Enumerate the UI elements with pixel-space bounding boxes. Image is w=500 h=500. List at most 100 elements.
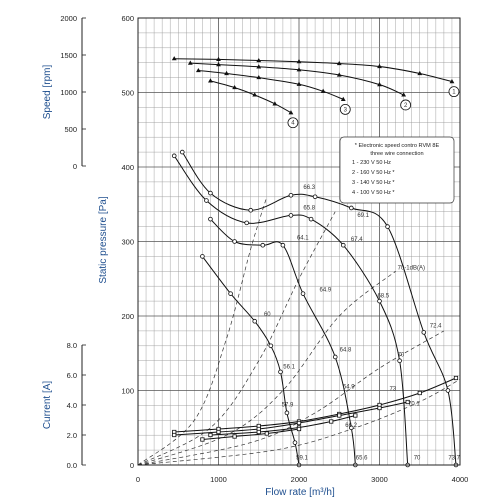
pressure-point: [171, 153, 177, 159]
speed-point: [252, 92, 258, 97]
pressure-point: [268, 343, 274, 349]
current-point: [296, 426, 302, 432]
pressure-tick-label: 600: [121, 14, 134, 23]
speed-curve-id-circle: [287, 117, 299, 129]
speed-point: [208, 78, 213, 83]
speed-point: [187, 60, 193, 65]
legend-box: * Electronic speed contro RVM 8E three w…: [339, 136, 455, 204]
pressure-tick-label: 500: [121, 89, 134, 98]
pressure-curve-3: [210, 218, 356, 466]
sound-level-label: 66.3: [303, 185, 315, 191]
sound-level-label: 64.8: [340, 347, 352, 353]
current-point: [232, 434, 237, 439]
sound-level-label: 64.1: [297, 236, 309, 242]
speed-point: [449, 79, 455, 84]
speed-curve-id-circle: [448, 86, 460, 98]
pressure-point: [349, 425, 354, 431]
pressure-point: [208, 216, 213, 222]
sound-level-label: 64.9: [343, 385, 355, 391]
x-tick-label: 1000: [210, 475, 227, 484]
speed-curve-id-label: 1: [452, 90, 456, 96]
current-point: [329, 419, 334, 424]
x-tick-label: 2000: [291, 475, 308, 484]
speed-point: [417, 70, 423, 76]
pressure-tick-label: 0: [130, 461, 134, 470]
current-point: [264, 431, 269, 436]
pressure-point: [248, 207, 254, 213]
current-point: [256, 429, 261, 435]
speed-point: [296, 59, 302, 64]
current-point: [172, 432, 177, 438]
current-curve-4: [202, 428, 300, 440]
legend-item-1: 1 - 230 V 50 Hz: [352, 160, 391, 166]
sound-level-label: 70: [398, 352, 405, 358]
pressure-point: [421, 330, 427, 335]
current-axis-title: Current [A]: [42, 381, 53, 430]
pressure-point: [288, 193, 294, 198]
pressure-tick-label: 100: [121, 387, 134, 396]
pressure-point: [377, 298, 382, 304]
pressure-point: [208, 190, 213, 196]
speed-point: [336, 72, 342, 77]
sound-level-label: 73: [390, 387, 397, 393]
pressure-point: [278, 369, 283, 375]
current-tick-label: 6.0: [67, 371, 77, 380]
data-series: 1 2 3 4: [171, 56, 460, 468]
pressure-tick-label: 400: [121, 163, 134, 172]
current-point: [377, 405, 382, 411]
speed-point: [340, 96, 346, 101]
x-tick-label: 3000: [371, 475, 388, 484]
pressure-point: [204, 198, 209, 203]
system-curve: [137, 211, 336, 466]
speed-point: [401, 92, 407, 97]
legend-item-3: 3 - 140 V 50 Hz *: [352, 180, 395, 186]
sound-level-label: 59.1: [296, 455, 308, 461]
current-point: [200, 437, 205, 442]
speed-point: [256, 74, 262, 80]
speed-point: [377, 82, 382, 87]
legend-frame: [339, 136, 455, 204]
speed-point: [336, 60, 342, 66]
current-point: [353, 413, 358, 418]
sound-level-label: 69.1: [357, 213, 369, 219]
current-tick-label: 4.0: [67, 401, 77, 410]
speed-point: [288, 110, 294, 115]
speed-point: [232, 84, 237, 90]
sound-level-label: 67.4: [351, 237, 363, 243]
pressure-point: [292, 440, 298, 445]
x-axis-title: Flow rate [m³/h]: [265, 487, 335, 498]
speed-curve-id-label: 4: [291, 121, 295, 127]
speed-tick-label: 0: [73, 162, 77, 171]
legend-item-2: 2 - 160 V 50 Hz *: [352, 170, 395, 176]
pressure-point: [228, 291, 233, 296]
sound-level-label: 72.4: [430, 323, 442, 329]
pressure-point: [260, 242, 266, 248]
sound-level-label: 65.6: [356, 455, 368, 461]
legend-title-line-1: * Electronic speed contro RVM 8E: [355, 143, 440, 149]
speed-point: [224, 70, 229, 76]
speed-tick-label: 2000: [60, 14, 77, 23]
sound-level-label: 66.2: [345, 423, 357, 429]
current-tick-label: 8.0: [67, 341, 77, 350]
speed-curve-id-label: 2: [404, 103, 408, 109]
speed-curve-id-circle: [400, 99, 412, 111]
sound-level-label: 70-1dB(A): [398, 265, 425, 271]
speed-point: [171, 56, 177, 61]
pressure-point: [252, 318, 258, 324]
speed-point: [272, 101, 278, 106]
pressure-tick-label: 200: [121, 312, 134, 321]
pressure-point: [200, 254, 205, 259]
system-curves: [137, 196, 461, 466]
pressure-point: [284, 410, 290, 416]
speed-point: [216, 62, 221, 67]
pressure-point: [288, 213, 294, 218]
sound-level-label: 57.9: [282, 402, 294, 408]
axes: 0 1000 2000 3000 4000 0 100 200 300 400 500 600 0 500…: [60, 14, 468, 484]
x-tick-label: 4000: [452, 475, 469, 484]
sound-level-labels: 66.3 65.8 64.1 60 56.1 57.9 59.1 69.1 67.4 64.9 64…: [264, 185, 461, 461]
pressure-point: [349, 205, 354, 211]
legend-item-4: 4 - 100 V 50 Hz *: [352, 190, 395, 196]
pressure-curve-1: [181, 151, 457, 466]
sound-level-label: 73.7: [448, 455, 460, 461]
